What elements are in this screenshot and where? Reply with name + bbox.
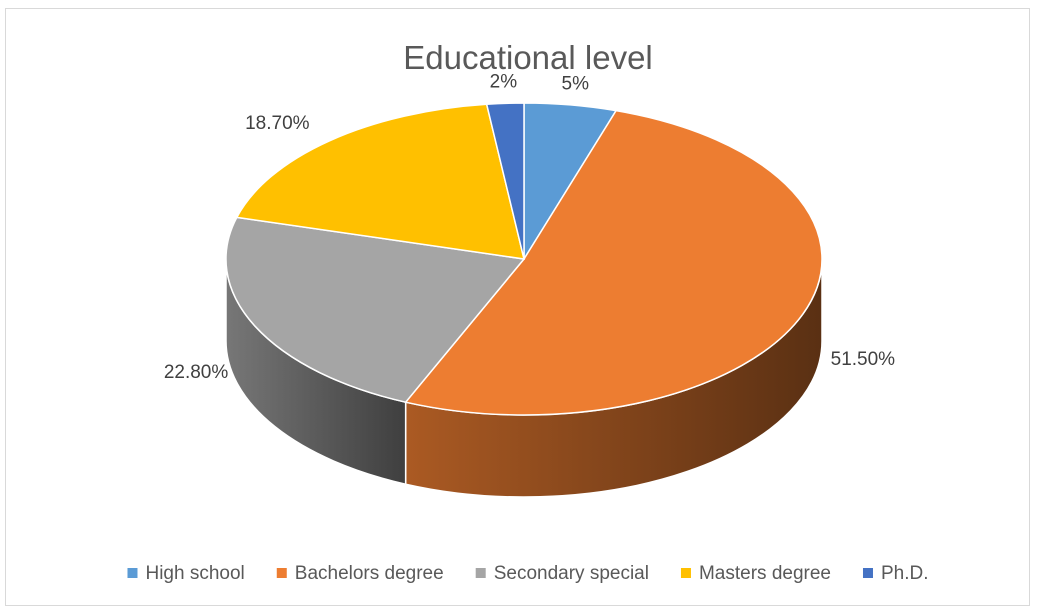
legend-item-masters-degree: Masters degree bbox=[680, 563, 831, 584]
pie-slice-secondary-special bbox=[225, 216, 526, 404]
legend-label-secondary-special: Secondary special bbox=[494, 563, 649, 584]
legend-swatch-ph-d bbox=[862, 568, 873, 578]
legend-item-ph-d: Ph.D. bbox=[862, 563, 929, 584]
legend-label-ph-d: Ph.D. bbox=[881, 563, 929, 584]
legend-swatch-high-school bbox=[127, 568, 138, 578]
chart-area: Educational level 5% 51.50% 22.80% 18.70% 2%… bbox=[5, 8, 1030, 606]
legend-label-high-school: High school bbox=[145, 563, 244, 584]
pie-slice-ph-d bbox=[485, 102, 525, 260]
pie-slices bbox=[225, 102, 823, 498]
legend-label-masters-degree: Masters degree bbox=[699, 563, 831, 584]
legend-item-bachelors-degree: Bachelors degree bbox=[276, 563, 444, 584]
legend-swatch-bachelors-degree bbox=[276, 568, 287, 578]
pie-slice-masters-degree bbox=[235, 103, 525, 260]
data-label-secondary-special: 22.80% bbox=[164, 362, 229, 383]
data-label-ph-d: 2% bbox=[490, 72, 518, 93]
data-labels: 5% 51.50% 22.80% 18.70% 2% bbox=[164, 72, 895, 383]
legend-swatch-secondary-special bbox=[475, 568, 486, 578]
legend-label-bachelors-degree: Bachelors degree bbox=[295, 563, 444, 584]
legend-swatch-masters-degree bbox=[680, 568, 691, 578]
chart-title: Educational level bbox=[403, 39, 653, 76]
data-label-high-school: 5% bbox=[562, 74, 590, 95]
legend: High school Bachelors degree Secondary spe… bbox=[127, 563, 929, 584]
pie-slice-bachelors-degree bbox=[404, 109, 823, 416]
data-label-bachelors-degree: 51.50% bbox=[831, 349, 896, 370]
legend-item-secondary-special: Secondary special bbox=[475, 563, 649, 584]
pie-chart: Educational level 5% 51.50% 22.80% 18.70% 2%… bbox=[127, 39, 929, 584]
legend-item-high-school: High school bbox=[127, 563, 245, 584]
data-label-masters-degree: 18.70% bbox=[245, 113, 310, 134]
